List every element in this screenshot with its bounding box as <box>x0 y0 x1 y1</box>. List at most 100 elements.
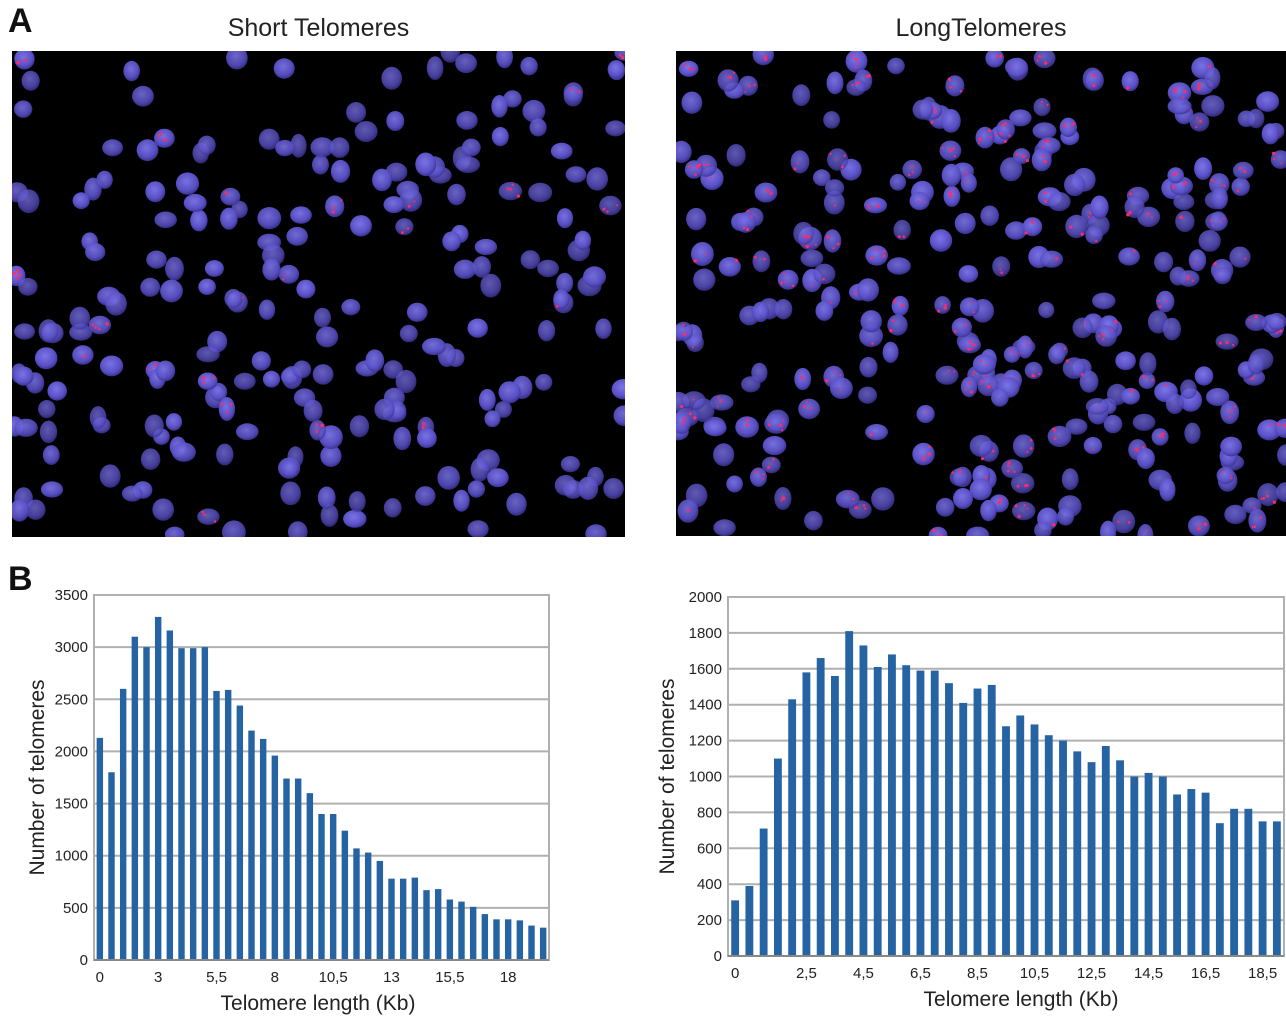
telomere-signal <box>688 67 693 71</box>
telomere-signal <box>1210 178 1214 182</box>
nucleus <box>383 498 402 518</box>
bar <box>731 900 740 956</box>
bar <box>539 927 547 960</box>
telomere-signal <box>1055 257 1059 261</box>
y-tick-label: 2000 <box>689 589 722 606</box>
nucleus <box>1184 422 1201 444</box>
telomere-signal <box>692 68 695 71</box>
telomere-signal <box>1220 184 1223 187</box>
nucleus <box>1175 210 1195 232</box>
telomere-signal <box>802 234 807 239</box>
telomere-signal <box>18 273 22 277</box>
nucleus <box>893 219 911 241</box>
nucleus <box>1194 366 1214 386</box>
telomere-signal <box>753 471 756 474</box>
nucleus <box>395 218 414 236</box>
telomere-signal <box>1197 82 1202 87</box>
telomere-signal <box>876 204 880 208</box>
nucleus <box>296 279 316 299</box>
nucleus <box>13 366 34 386</box>
bar <box>1116 760 1124 956</box>
nucleus <box>595 318 612 340</box>
nucleus <box>958 265 979 283</box>
telomere-signal <box>1029 439 1033 442</box>
telomere-signal <box>606 210 609 213</box>
telomere-signal <box>937 309 940 313</box>
histogram-long-telomeres: 0 200 400 600 800 1000 1200 1400 1600 1800 2000 0 2,… <box>640 580 1286 1016</box>
nucleus <box>1092 292 1116 310</box>
nucleus <box>863 197 888 214</box>
telomere-signal <box>851 83 854 87</box>
x-tick-label: 3 <box>154 969 162 986</box>
nucleus <box>865 245 888 266</box>
nucleus <box>830 377 853 400</box>
telomere-signal <box>692 346 694 349</box>
telomere-signal <box>1110 328 1113 331</box>
telomere-signal <box>987 129 992 133</box>
x-tick-label: 6,5 <box>910 965 931 982</box>
nucleus <box>735 416 759 438</box>
nucleus <box>798 398 820 420</box>
nucleus <box>453 259 477 279</box>
telomere-signal <box>772 458 775 461</box>
nucleus <box>603 478 624 499</box>
bar <box>945 683 953 956</box>
nucleus <box>365 349 385 372</box>
telomere-signal <box>783 272 786 275</box>
telomere-signal <box>683 63 687 66</box>
x-tick-label: 5,5 <box>206 969 227 986</box>
telomere-signal <box>407 204 411 208</box>
nucleus <box>102 139 123 157</box>
bar <box>773 758 782 956</box>
bar <box>959 702 968 956</box>
nucleus <box>498 181 523 201</box>
telomere-signal <box>1001 123 1005 127</box>
bar <box>201 647 209 960</box>
telomere-signal <box>15 276 19 280</box>
telomere-signal <box>942 147 945 149</box>
telomere-signal <box>767 423 771 427</box>
nucleus <box>461 138 481 157</box>
telomere-signal <box>506 187 510 190</box>
nucleus <box>992 256 1011 277</box>
telomere-signal <box>965 179 968 182</box>
telomere-signal <box>320 423 325 428</box>
telomere-signal <box>745 423 749 427</box>
nucleus <box>793 221 814 246</box>
micrograph-long-telomeres <box>676 51 1286 536</box>
nucleus <box>1121 71 1139 92</box>
nucleus <box>1016 335 1034 359</box>
telomere-signal <box>1183 89 1187 94</box>
nucleus <box>491 95 508 118</box>
nucleus <box>887 57 905 75</box>
nucleus <box>140 448 161 471</box>
bar <box>930 670 939 956</box>
nucleus <box>105 291 127 316</box>
bar <box>1144 772 1153 956</box>
telomere-signal <box>933 110 937 114</box>
telomere-signal <box>780 281 783 285</box>
telomere-signal <box>756 470 759 473</box>
bar <box>224 689 232 960</box>
telomere-signal <box>1028 341 1031 344</box>
telomere-signal <box>923 201 926 204</box>
nucleus <box>349 415 370 438</box>
bar <box>987 684 996 956</box>
telomere-signal <box>1236 189 1240 193</box>
nucleus <box>288 521 308 537</box>
telomere-signal <box>911 171 915 174</box>
telomere-signal <box>315 430 319 434</box>
telomere-signal <box>791 284 795 287</box>
nucleus <box>1154 251 1174 273</box>
nucleus <box>1277 444 1286 466</box>
nucleus <box>804 511 823 531</box>
nucleus <box>346 102 367 123</box>
telomere-signal <box>1092 83 1096 88</box>
nucleus <box>1136 447 1155 470</box>
bar <box>423 890 430 960</box>
nucleus <box>1038 301 1055 319</box>
telomere-signal <box>1031 220 1035 224</box>
x-tick-label: 18,5 <box>1248 965 1277 982</box>
telomere-signal <box>968 340 972 344</box>
telomere-signal <box>694 173 697 176</box>
